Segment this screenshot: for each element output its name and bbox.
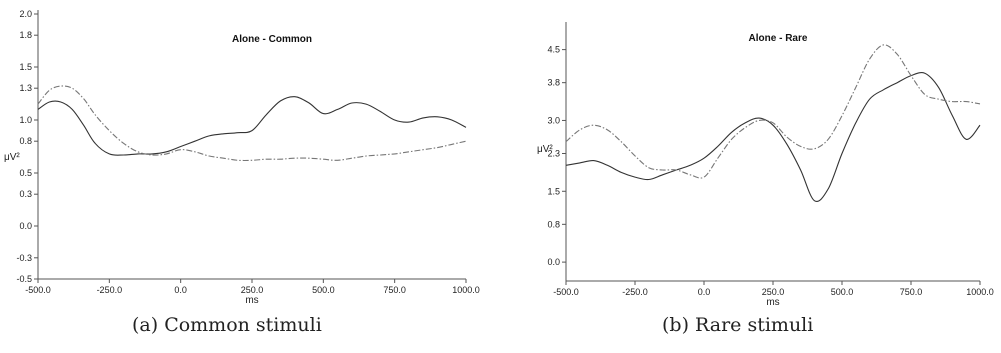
x-tick-label: 250.0 (762, 287, 785, 297)
x-tick-label: 0.0 (698, 287, 711, 297)
y-tick-label: 1.8 (19, 30, 32, 40)
x-tick-label: 1000.0 (452, 285, 480, 295)
y-tick-label: 3.0 (547, 115, 560, 125)
y-tick-label: 1.0 (19, 115, 32, 125)
y-axis-label: μV² (4, 152, 20, 163)
x-tick-label: 750.0 (900, 287, 923, 297)
y-tick-label: 4.5 (547, 45, 560, 55)
series-line-solid (565, 72, 981, 202)
chart-panel-rare: 0.0 0.8 1.5 2.3 3.0 3.8 4.5 -500.0 -250.0 0.0 250.… (500, 0, 1001, 353)
x-tick-label: -250.0 (622, 287, 648, 297)
y-axis-label: μV² (537, 144, 553, 155)
y-tick-label: 0.8 (19, 136, 32, 146)
x-tick-label: -250.0 (97, 285, 123, 295)
y-tick-label: 0.5 (19, 168, 32, 178)
x-tick-label: 500.0 (831, 287, 854, 297)
y-tick-label: 0.0 (547, 257, 560, 267)
x-tick-label: 0.0 (174, 285, 187, 295)
y-tick-label: 0.8 (547, 219, 560, 229)
chart-rare-stimuli: 0.0 0.8 1.5 2.3 3.0 3.8 4.5 -500.0 -250.0 0.0 250.… (537, 22, 994, 308)
y-tick-label: -0.5 (16, 274, 32, 284)
x-tick-label: 1000.0 (966, 287, 994, 297)
series-line-dashdot (37, 85, 467, 162)
chart-common-stimuli: -0.5 -0.3 0.0 0.3 0.5 0.8 1.0 1.3 1.5 1.8 2.0 -500.… (4, 9, 480, 306)
chart-title: Alone - Common (232, 34, 312, 45)
x-axis-label: ms (245, 295, 258, 306)
y-tick-label: 0.0 (19, 221, 32, 231)
y-tick-label: 1.3 (19, 83, 32, 93)
x-axis-label: ms (766, 297, 779, 308)
caption-rare-stimuli: (b) Rare stimuli (662, 314, 814, 336)
series-line-dashdot (565, 44, 981, 179)
y-tick-label: -0.3 (16, 253, 32, 263)
series-line-solid (37, 96, 467, 156)
caption-common-stimuli: (a) Common stimuli (132, 314, 322, 336)
x-tick-label: 500.0 (312, 285, 335, 295)
x-tick-label: -500.0 (553, 287, 579, 297)
y-tick-label: 1.5 (547, 186, 560, 196)
y-tick-label: 2.3 (547, 149, 560, 159)
y-tick-label: 1.5 (19, 62, 32, 72)
x-tick-label: 250.0 (241, 285, 264, 295)
y-tick-label: 2.0 (19, 9, 32, 19)
chart-panel-common: -0.5 -0.3 0.0 0.3 0.5 0.8 1.0 1.3 1.5 1.8 2.0 -500.… (0, 0, 500, 353)
x-tick-label: -500.0 (25, 285, 51, 295)
chart-title: Alone - Rare (749, 33, 808, 44)
y-tick-label: 3.8 (547, 78, 560, 88)
x-tick-label: 750.0 (383, 285, 406, 295)
y-tick-label: 0.3 (19, 189, 32, 199)
